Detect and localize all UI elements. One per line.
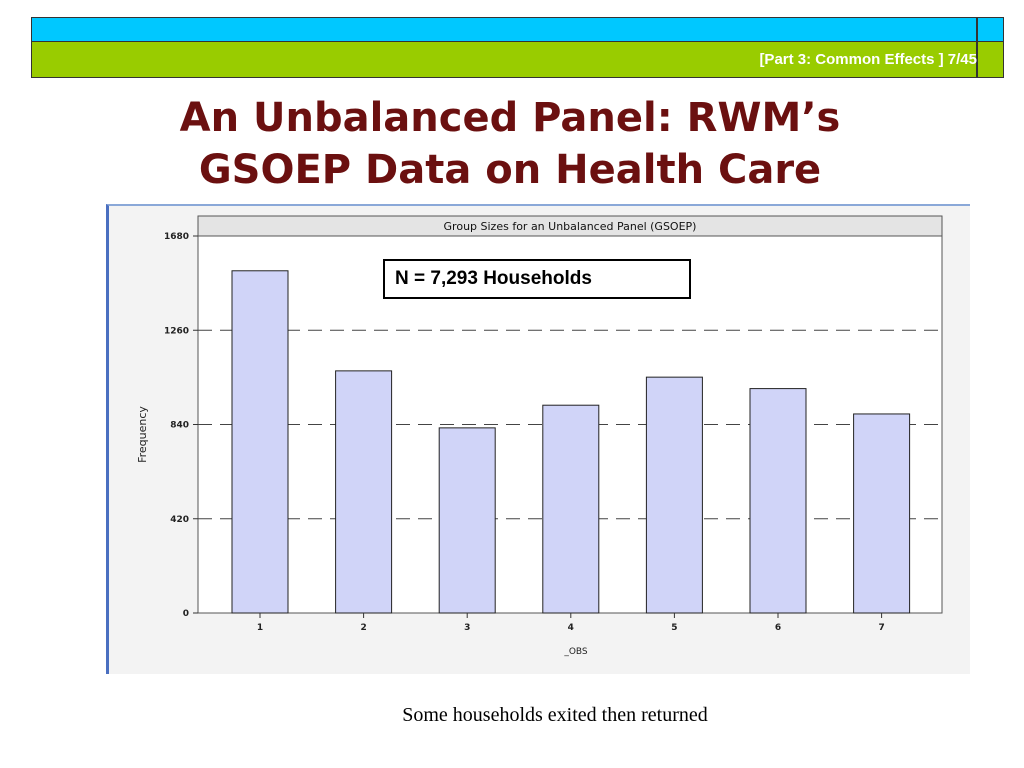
- slide-title-line-1: An Unbalanced Panel: RWM’s: [179, 95, 841, 141]
- sample-size-annotation: N = 7,293 Households: [383, 259, 691, 299]
- x-tick-label-7: 7: [878, 623, 884, 633]
- x-tick-label-5: 5: [671, 623, 677, 633]
- bar-1: [231, 270, 289, 614]
- y-tick-label-2: 840: [170, 421, 189, 431]
- bar-2: [335, 370, 393, 614]
- y-tick-label-1: 420: [170, 515, 189, 525]
- y-tick-label-4: 1680: [164, 232, 189, 242]
- y-axis-label: Frequency: [136, 406, 149, 463]
- header-corner-top: [977, 17, 1004, 42]
- x-tick-label-1: 1: [257, 623, 263, 633]
- chart-title: Group Sizes for an Unbalanced Panel (GSO…: [444, 220, 697, 233]
- slide-caption: Some households exited then returned: [402, 704, 708, 726]
- slide-counter: [Part 3: Common Effects ] 7/45: [759, 51, 977, 68]
- bar-4: [542, 404, 600, 614]
- y-tick-label-3: 1260: [164, 326, 189, 336]
- bar-5: [645, 376, 703, 614]
- header-corner-bottom: [977, 42, 1004, 78]
- x-tick-label-2: 2: [360, 623, 366, 633]
- bar-3: [438, 427, 496, 614]
- x-tick-label-3: 3: [464, 623, 470, 633]
- bar-7: [853, 413, 911, 614]
- header-band-top: [31, 17, 977, 42]
- slide-title: An Unbalanced Panel: RWM’s GSOEP Data on…: [60, 92, 960, 196]
- x-tick-label-4: 4: [568, 623, 574, 633]
- x-tick-label-6: 6: [775, 623, 781, 633]
- slide-title-line-2: GSOEP Data on Health Care: [198, 147, 822, 193]
- header-band-bottom: [31, 42, 977, 78]
- y-tick-label-0: 0: [183, 609, 189, 619]
- bar-6: [749, 388, 807, 614]
- x-axis-label: _OBS: [563, 647, 588, 657]
